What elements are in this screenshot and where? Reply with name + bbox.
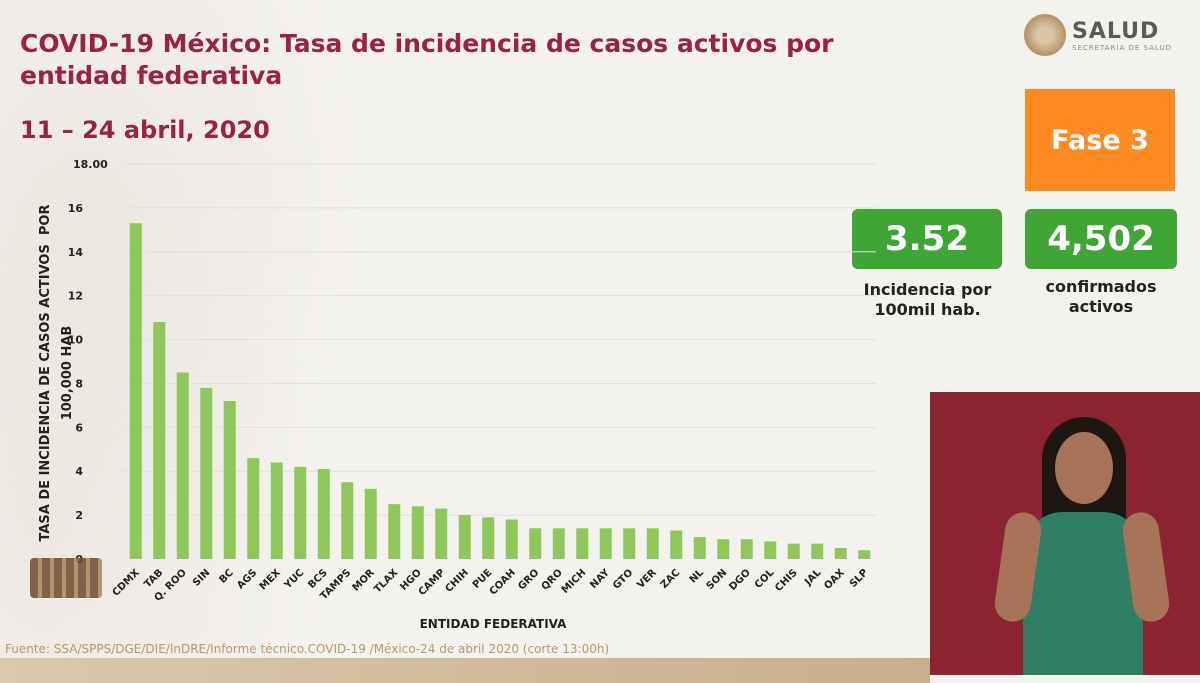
x-tick-label: SIN [191,567,212,588]
page-title: COVID-19 México: Tasa de incidencia de c… [20,29,834,90]
bar-qro [552,528,565,559]
x-tick-label: GRO [516,567,541,592]
y-tick-label: 14 [68,246,84,259]
x-tick-label: CDMX [111,567,143,599]
bar-gto [623,528,636,559]
y-tick-label: 4 [75,465,83,478]
bar-zac [670,530,683,559]
x-tick-label: VER [635,567,659,591]
chart-grid [124,163,876,516]
x-tick-label: NL [688,567,707,586]
bar-col [764,541,777,559]
national-seal-icon [1024,14,1066,56]
x-tick-label: YUC [282,567,307,592]
kpi-incidence-value: 3.52 [852,209,1002,269]
bar-coah [505,519,518,559]
logo-subtitle: SECRETARÍA DE SALUD [1072,43,1172,52]
x-tick-label: OAX [822,567,847,592]
kpi-active-cases-value: 4,502 [1025,209,1177,269]
bar-ags [247,458,260,559]
x-tick-label: MICH [560,567,589,596]
bar-tlax [388,504,401,559]
kpi-incidence-label: Incidencia por 100mil hab. [863,280,992,319]
x-tick-label: CHIS [773,567,800,594]
x-tick-label: TLAX [372,567,400,595]
bar-mich [576,528,589,559]
bars [129,223,871,559]
bar-ver [646,528,659,559]
y-tick-label: 18.00 [73,158,108,171]
x-tick-label: SON [705,567,730,592]
y-tick-labels: 024681012141618.00 [68,158,108,566]
interpreter-head [1055,432,1113,504]
x-tick-label: GTO [611,567,635,591]
bar-nl [693,537,706,559]
bar-son [717,539,730,559]
bar-mex [270,462,283,559]
footer-band [0,658,930,683]
bar-pue [482,517,495,559]
x-axis-label: ENTIDAD FEDERATIVA [420,617,568,631]
x-tick-label: MEX [258,567,283,592]
phase-badge: Fase 3 [1025,89,1175,191]
bar-nay [599,528,612,559]
bar-chih [458,515,471,559]
bar-oax [834,548,847,559]
bar-hgo [411,506,424,559]
bar-bc [223,401,236,559]
bar-gro [529,528,542,559]
bar-yuc [294,466,307,559]
bar-sin [200,387,213,559]
decorative-figures-icon [30,558,102,598]
x-tick-label: BC [218,567,236,585]
date-range: 11 – 24 abril, 2020 [20,116,270,144]
x-tick-label: NAY [588,567,612,591]
bar-bcs [317,469,330,559]
x-tick-label: AGS [235,567,259,591]
sign-language-interpreter-video [930,392,1200,675]
y-tick-label: 10 [68,334,84,347]
source-footnote: Fuente: SSA/SPPS/DGE/DIE/InDRE/Informe t… [5,642,610,656]
y-tick-label: 16 [68,202,84,215]
bar-mor [364,488,377,559]
x-tick-label: CAMP [417,567,448,598]
bar-tab [153,322,166,559]
y-tick-label: 2 [75,509,83,522]
x-tick-label: DGO [727,567,752,592]
bar-chis [787,543,800,559]
bar-cdmx [129,223,142,559]
x-tick-label: ZAC [659,567,683,591]
x-tick-label: SLP [848,567,871,590]
x-tick-label: COAH [488,567,518,597]
x-tick-label: CHIH [443,567,470,594]
kpi-active-cases-label: confirmados activos [1045,277,1157,316]
bar-dgo [740,539,753,559]
y-tick-label: 12 [68,290,83,303]
bar-camp [435,508,448,559]
bar-slp [858,550,871,559]
y-tick-label: 8 [75,377,83,390]
salud-logo: SALUD SECRETARÍA DE SALUD [1024,12,1184,58]
y-tick-label: 6 [75,421,83,434]
bar-tamps [341,482,354,559]
logo-name: SALUD [1072,18,1160,44]
x-tick-label: JAL [802,567,824,589]
bar-q-roo [176,372,189,559]
bar-jal [811,543,824,559]
